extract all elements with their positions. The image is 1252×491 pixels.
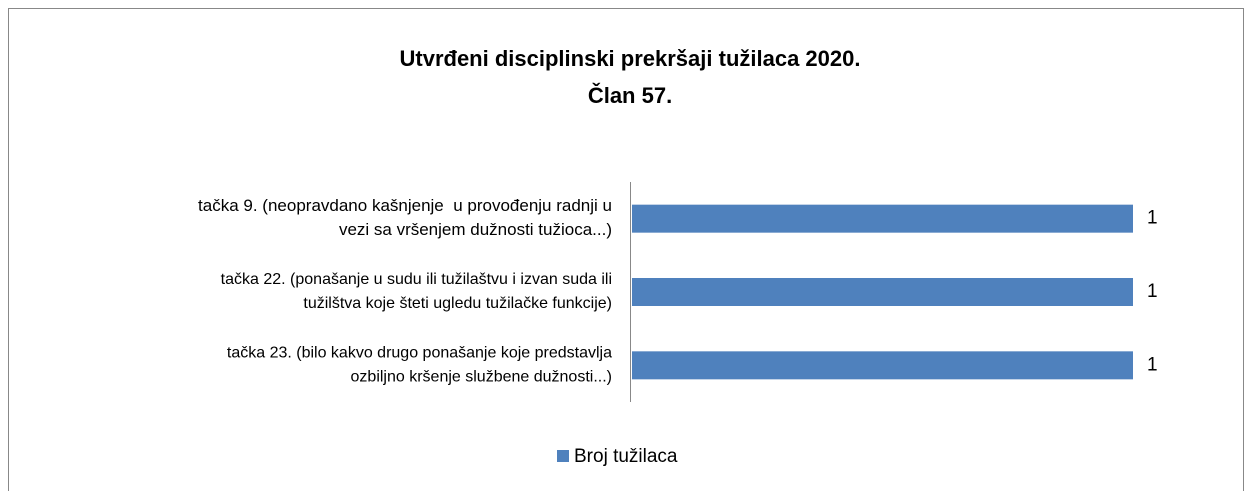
- category-label: ozbiljno kršenje službene dužnosti...): [351, 369, 612, 386]
- bar: [632, 278, 1133, 306]
- category-label: tačka 23. (bilo kakvo drugo ponašanje ko…: [227, 345, 612, 362]
- category-label: tužilštva koje šteti ugledu tužilačke fu…: [303, 295, 612, 312]
- chart-title: Član 57.: [588, 83, 672, 108]
- bar: [632, 351, 1133, 380]
- data-label: 1: [1147, 354, 1158, 375]
- bar: [632, 204, 1133, 233]
- category-label: tačka 9. (neopravdano kašnjenje u provođ…: [198, 196, 612, 215]
- category-label: vezi sa vršenjem dužnosti tužioca...): [339, 220, 612, 239]
- category-label: tačka 22. (ponašanje u sudu ili tužilašt…: [221, 271, 612, 288]
- legend-label: Broj tužilaca: [574, 446, 678, 467]
- data-label: 1: [1147, 281, 1158, 302]
- legend-swatch: [557, 450, 569, 462]
- data-label: 1: [1147, 208, 1158, 229]
- chart-frame: [8, 8, 1244, 491]
- chart-title: Utvrđeni disciplinski prekršaji tužilaca…: [400, 46, 861, 71]
